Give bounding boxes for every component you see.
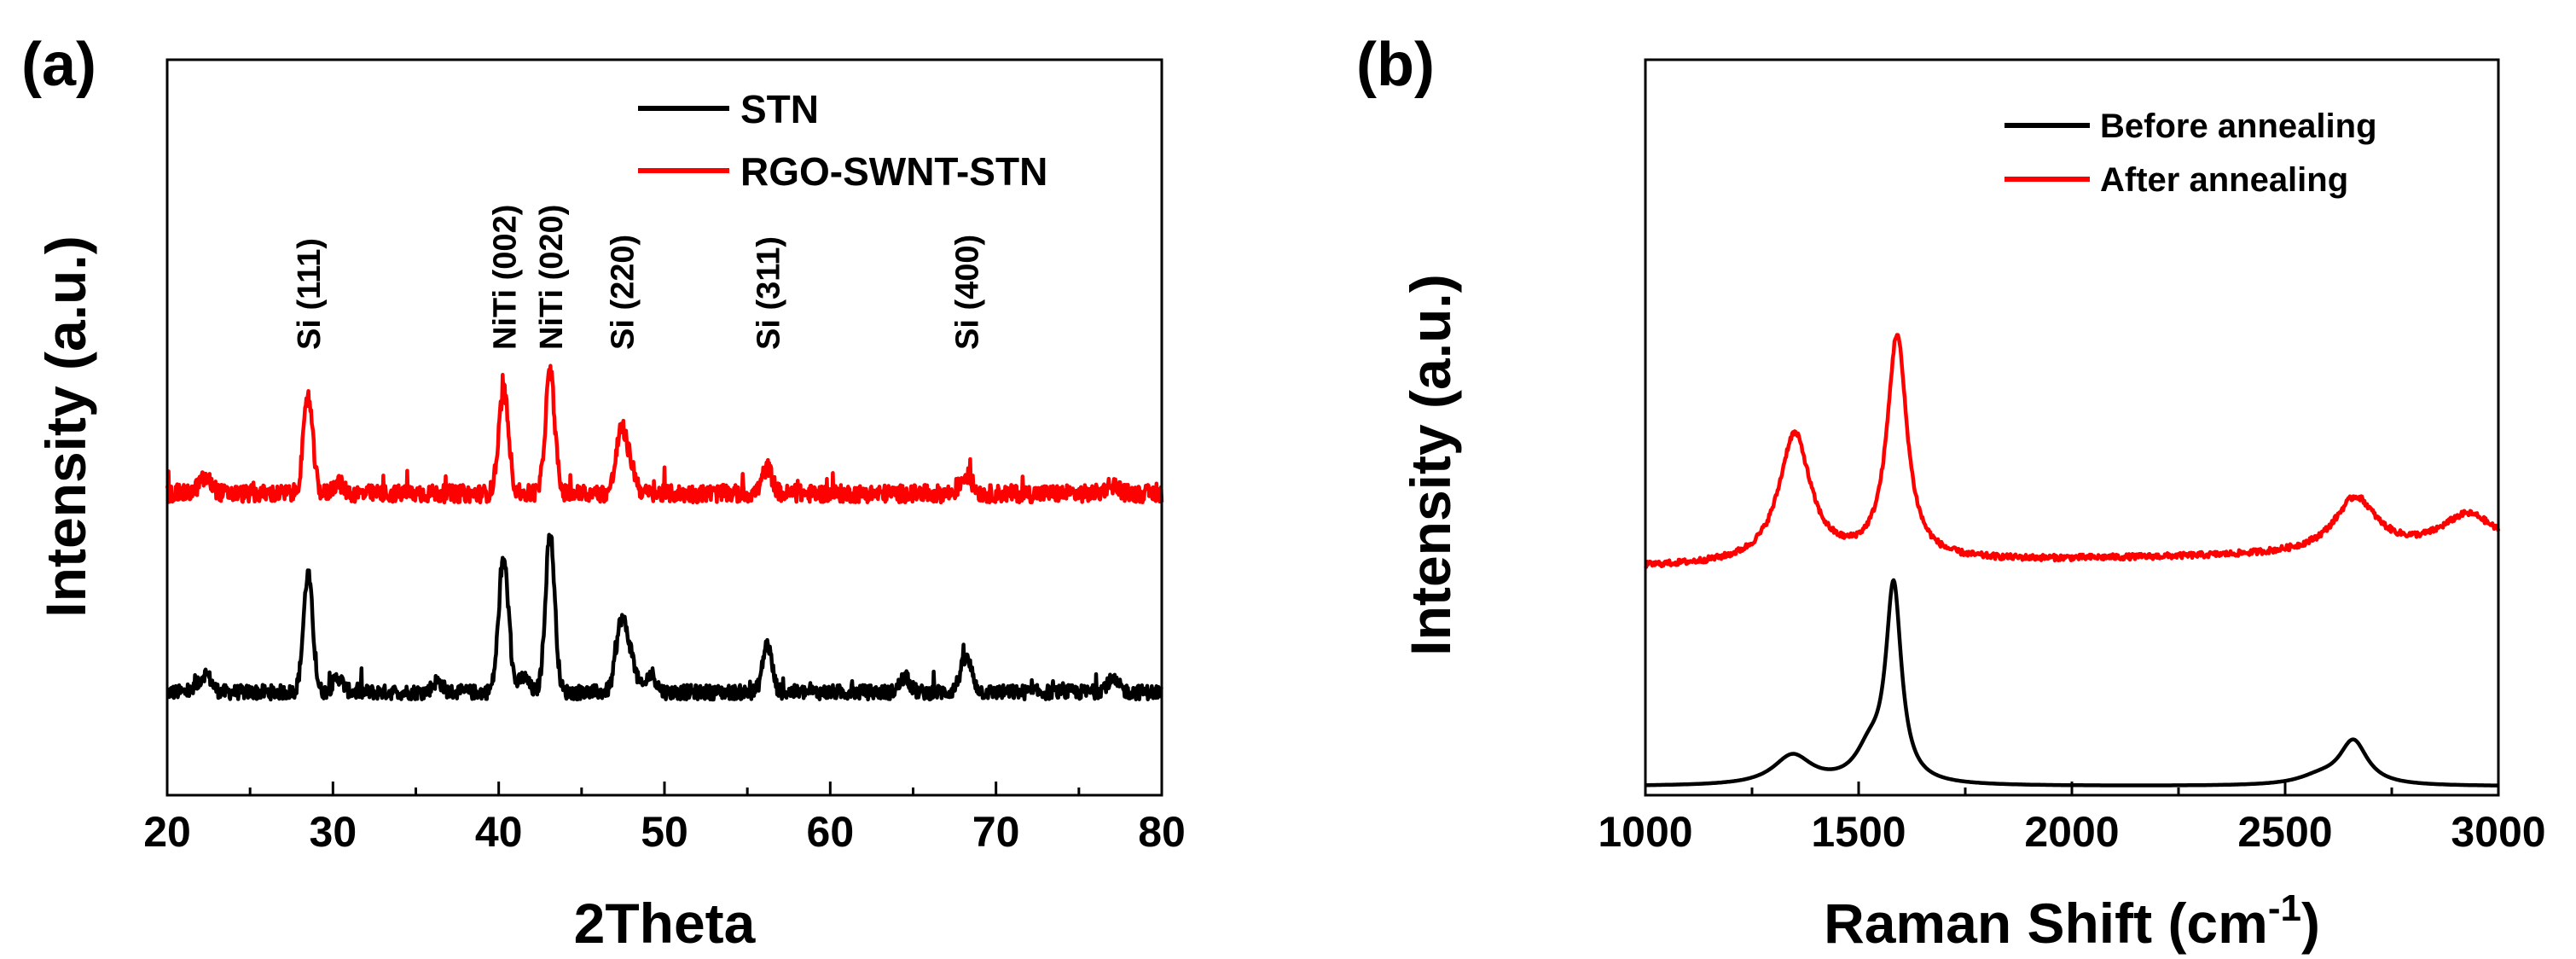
x-tick-label: 2500 — [2237, 808, 2332, 856]
panel-b-label: (b) — [1356, 31, 1435, 99]
panel-a-x-ticks: 20 30 40 50 60 70 80 — [143, 782, 1186, 856]
series-line-stn — [165, 532, 1163, 702]
panel-a-plot-frame — [165, 58, 1163, 797]
x-tick-label: 80 — [1138, 808, 1186, 856]
x-tick-label: 1000 — [1598, 808, 1692, 856]
legend-label-after-annealing: After annealing — [2100, 161, 2348, 199]
series-line-after-annealing — [1644, 333, 2501, 569]
x-tick-label: 60 — [807, 808, 855, 856]
panel-a-legend: STN RGO-SWNT-STN — [638, 87, 1047, 194]
panel-a-peak-annotations: Si (111) NiTi (002) NiTi (020) Si (220) Si (… — [292, 205, 985, 350]
peak-label: Si (311) — [751, 236, 787, 350]
legend-label-before-annealing: Before annealing — [2100, 108, 2377, 145]
legend-label-rgo-swnt-stn: RGO-SWNT-STN — [740, 149, 1047, 194]
x-tick-label: 3000 — [2451, 808, 2545, 856]
x-tick-label: 1500 — [1811, 808, 1906, 856]
series-line-rgo-swnt-stn — [165, 363, 1164, 505]
panel-a-series — [165, 363, 1164, 702]
panel-a-x-axis-title: 2Theta — [574, 892, 757, 955]
legend-label-stn: STN — [740, 87, 819, 131]
x-tick-label: 2000 — [2024, 808, 2119, 856]
x-tick-label: 50 — [641, 808, 688, 856]
peak-label: Si (220) — [606, 235, 641, 350]
peak-label: Si (400) — [950, 235, 986, 350]
panel-b-legend: Before annealing After annealing — [2005, 108, 2377, 199]
panel-a-label: (a) — [21, 31, 96, 99]
x-tick-label: 40 — [475, 808, 523, 856]
peak-label: Si (111) — [292, 238, 328, 350]
panel-b-plot-frame — [1644, 58, 2500, 797]
peak-label: NiTi (002) — [488, 205, 524, 350]
peak-label: NiTi (020) — [534, 205, 570, 350]
panel-b-x-axis-title-main: Raman Shift (cm — [1824, 892, 2268, 955]
x-tick-label: 70 — [972, 808, 1020, 856]
series-line-before-annealing — [1644, 578, 2500, 788]
x-tick-label: 30 — [310, 808, 357, 856]
panel-b-x-ticks: 1000 1500 2000 2500 3000 — [1598, 782, 2546, 856]
panel-b-y-axis-title: Intensity (a.u.) — [1399, 274, 1462, 655]
panel-b-raman-chart: (b) 1000 1500 2000 2500 3000 Before annealin… — [1356, 31, 2546, 955]
panel-b-x-axis-title: Raman Shift (cm-1) — [1824, 887, 2320, 955]
panel-b-x-axis-title-suffix: ) — [2301, 892, 2320, 955]
x-tick-label: 20 — [143, 808, 191, 856]
panel-b-series — [1644, 333, 2501, 788]
panel-b-x-axis-title-superscript: -1 — [2268, 887, 2301, 929]
panel-a-xrd-chart: (a) 20 30 40 50 60 70 80 Si (111) NiTi (002) NiT… — [21, 31, 1186, 955]
panel-a-y-axis-title: Intensity (a.u.) — [34, 235, 97, 617]
